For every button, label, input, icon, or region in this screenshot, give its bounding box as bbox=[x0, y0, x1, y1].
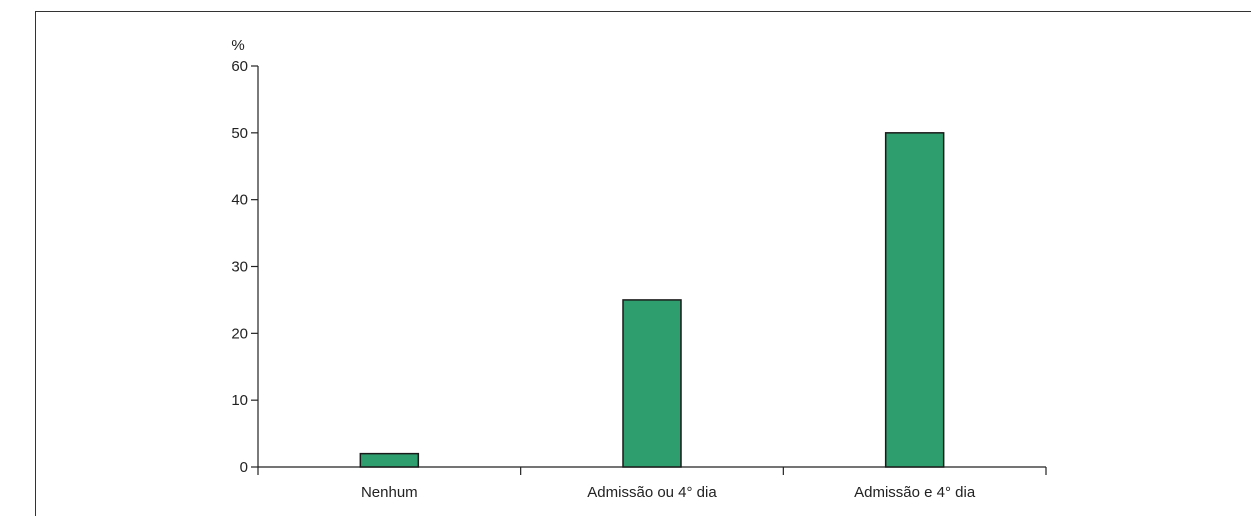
y-tick-label: 40 bbox=[231, 192, 248, 209]
x-tick-label: Nenhum bbox=[361, 484, 418, 501]
y-tick-label: 20 bbox=[231, 325, 248, 342]
y-tick-label: 0 bbox=[240, 459, 248, 476]
y-axis-unit-label: % bbox=[231, 37, 244, 54]
frame-top-border bbox=[35, 11, 1251, 12]
bar-3 bbox=[884, 132, 945, 468]
x-tick-label: Admissão e 4° dia bbox=[854, 484, 976, 501]
y-tick-label: 60 bbox=[231, 58, 248, 75]
bar-2 bbox=[622, 299, 682, 468]
bar-1 bbox=[359, 452, 420, 468]
y-tick-label: 10 bbox=[231, 392, 248, 409]
frame-left-border bbox=[35, 11, 36, 516]
y-tick-label: 50 bbox=[231, 125, 248, 142]
x-tick-label: Admissão ou 4° dia bbox=[587, 484, 717, 501]
y-tick-label: 30 bbox=[231, 259, 248, 276]
